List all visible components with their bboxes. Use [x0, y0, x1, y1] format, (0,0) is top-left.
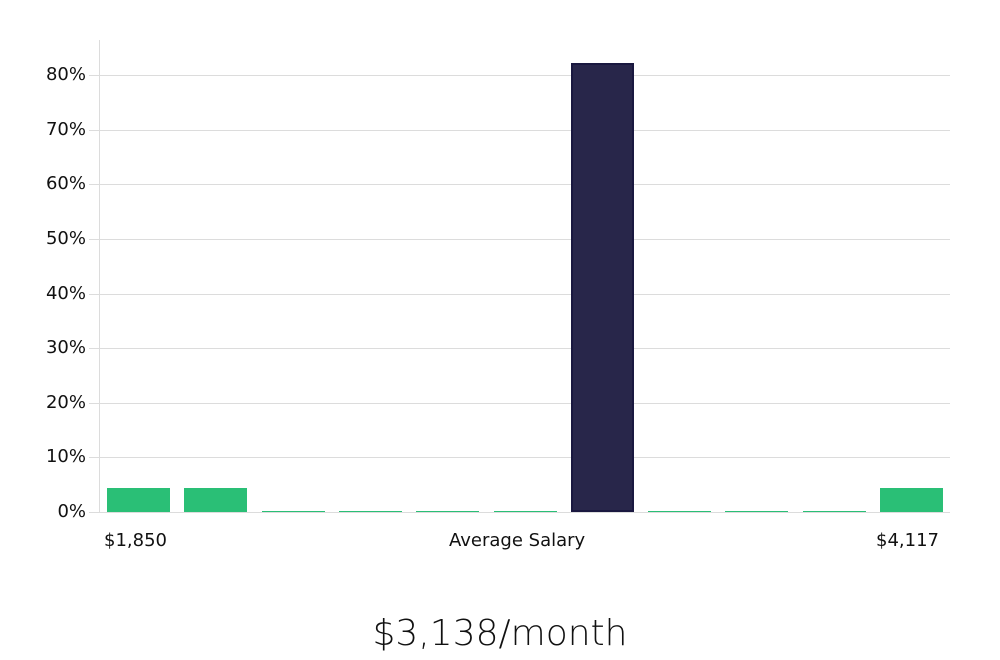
bar: [648, 511, 711, 512]
y-tick-mark: [89, 130, 100, 131]
average-salary-summary: $3,138/month: [372, 613, 628, 654]
y-tick-label: 0%: [57, 501, 86, 522]
gridline: [100, 75, 950, 76]
y-tick-mark: [89, 294, 100, 295]
y-tick-label: 10%: [45, 446, 86, 467]
bar-average-salary: [571, 63, 634, 512]
bar: [494, 511, 557, 512]
y-tick-label: 70%: [45, 119, 86, 140]
y-tick-mark: [89, 457, 100, 458]
y-tick-label: 30%: [45, 337, 86, 358]
y-tick-mark: [89, 184, 100, 185]
gridline: [100, 348, 950, 349]
y-tick-mark: [89, 75, 100, 76]
x-min-label: $1,850: [104, 530, 167, 551]
y-tick-label: 40%: [45, 283, 86, 304]
gridline: [100, 239, 950, 240]
gridline: [100, 294, 950, 295]
bar: [416, 511, 479, 512]
y-tick-mark: [89, 512, 100, 513]
bar: [107, 488, 170, 512]
bar: [725, 511, 788, 512]
x-axis-title: Average Salary: [449, 530, 586, 551]
gridline: [100, 512, 950, 513]
y-tick-mark: [89, 403, 100, 404]
gridline: [100, 403, 950, 404]
bar: [339, 511, 402, 512]
gridline: [100, 457, 950, 458]
bar: [880, 488, 943, 512]
bar: [184, 488, 247, 512]
y-tick-label: 60%: [45, 173, 86, 194]
y-tick-mark: [89, 348, 100, 349]
y-axis-line: [99, 40, 100, 512]
y-tick-mark: [89, 239, 100, 240]
y-tick-label: 20%: [45, 392, 86, 413]
y-tick-label: 50%: [45, 228, 86, 249]
y-tick-label: 80%: [45, 64, 86, 85]
gridline: [100, 130, 950, 131]
gridline: [100, 184, 950, 185]
bar: [803, 511, 866, 512]
bar: [262, 511, 325, 512]
x-max-label: $4,117: [876, 530, 939, 551]
